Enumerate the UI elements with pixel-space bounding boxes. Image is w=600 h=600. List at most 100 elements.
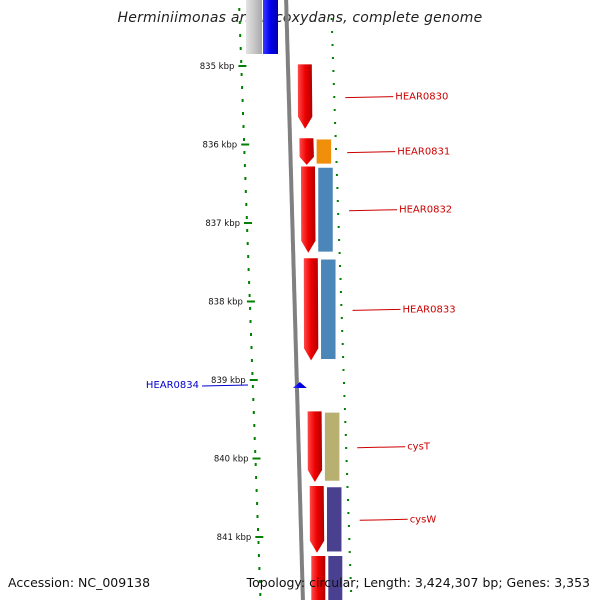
outer-tick [335,174,338,176]
label-leader [345,96,394,99]
minor-tick [240,60,243,63]
major-tick [241,143,250,146]
minor-tick [254,463,257,466]
minor-tick [253,437,256,440]
backbone-line [284,0,305,600]
cog-block [320,259,337,360]
gene-labels: HEAR0830 HEAR0831 HEAR0832 HEAR0833 HEAR0834… [146,92,456,526]
gene-label: HEAR0833 [403,304,456,315]
minor-tick [251,385,254,388]
minor-tick [252,411,255,414]
minor-tick [243,164,246,167]
minor-tick [241,86,244,89]
minor-tick [248,294,251,297]
outer-tick [337,213,340,215]
gene-label: HEAR0831 [397,147,450,158]
outer-tick [350,590,353,592]
genome-title: Herminiimonas arsenicoxydans, complete g… [117,10,483,26]
minor-tick [243,138,245,141]
outer-tick [347,525,350,527]
tick-label: 839 kbp [211,376,246,386]
minor-tick [242,112,244,115]
minor-tick [247,268,250,271]
outer-tick [338,252,341,254]
minor-tick [258,567,261,570]
tick-label: 838 kbp [208,298,243,308]
minor-tick [257,541,260,544]
minor-tick [244,190,247,193]
outer-tick [337,226,340,228]
minor-tick [259,593,262,596]
outer-tick [333,109,336,111]
gene-label: HEAR0832 [399,205,452,216]
outer-tick [347,512,350,514]
gene-arrow [307,411,323,482]
minor-tick [247,255,250,258]
tick-label: 837 kbp [205,219,240,229]
major-tick [252,457,261,460]
outer-tick [340,317,343,319]
gene-features [246,0,343,600]
outer-tick [334,122,337,124]
minor-tick [238,21,241,24]
genome-stats-text: Topology: circular; Length: 3,424,307 bp… [246,575,590,590]
tick-label: 841 kbp [217,533,252,543]
partial-cog-block [328,556,343,600]
minor-tick [250,346,253,349]
gene-label: HEAR0834 [146,380,199,391]
outer-tick [344,421,347,423]
gene-arrow [299,138,314,165]
outer-tick [336,187,339,189]
outer-tick [330,18,333,20]
outer-tick [341,330,344,332]
tick-label: 840 kbp [214,455,249,465]
outer-tick [346,486,349,488]
minor-tick [256,502,259,505]
outer-tick [343,395,346,397]
minor-tick [255,489,258,492]
outer-tick [343,408,346,410]
minor-tick [240,73,243,76]
gene-label: cysT [407,442,431,453]
outer-tick [345,447,348,449]
label-leader [201,384,249,387]
outer-tick [335,148,337,150]
genome-backbone [284,0,305,600]
outer-tick [331,44,334,46]
cog-block [317,167,334,253]
minor-tick [245,216,248,219]
label-leader [357,446,406,449]
partial-gene-blue [263,0,278,54]
tick-label: 835 kbp [200,62,235,72]
minor-tick [239,34,242,37]
gene-arrow [297,64,313,129]
minor-tick [242,125,245,128]
gene-arrow-reverse [292,382,307,388]
minor-tick [256,515,259,518]
major-tick [238,65,247,67]
outer-tick [349,564,352,566]
minor-tick [239,47,242,50]
outer-tick [332,83,335,85]
label-leader [359,518,408,521]
outer-tick [339,291,342,293]
accession-text: Accession: NC_009138 [8,575,151,590]
minor-tick [246,229,249,232]
outer-tick [348,538,351,540]
outer-tick [335,161,338,163]
gene-arrow [309,486,325,553]
major-tick [255,536,264,538]
outer-tick [336,200,339,202]
minor-tick [258,580,261,583]
minor-tick [255,476,258,479]
outer-tick [348,551,351,553]
outer-tick [331,31,334,33]
minor-tick [250,359,253,362]
minor-tick [243,151,246,154]
gene-label: cysW [410,514,437,525]
outer-tick [332,70,335,72]
outer-tick [339,278,342,280]
gene-arrow [303,258,319,361]
label-leader [349,209,398,212]
